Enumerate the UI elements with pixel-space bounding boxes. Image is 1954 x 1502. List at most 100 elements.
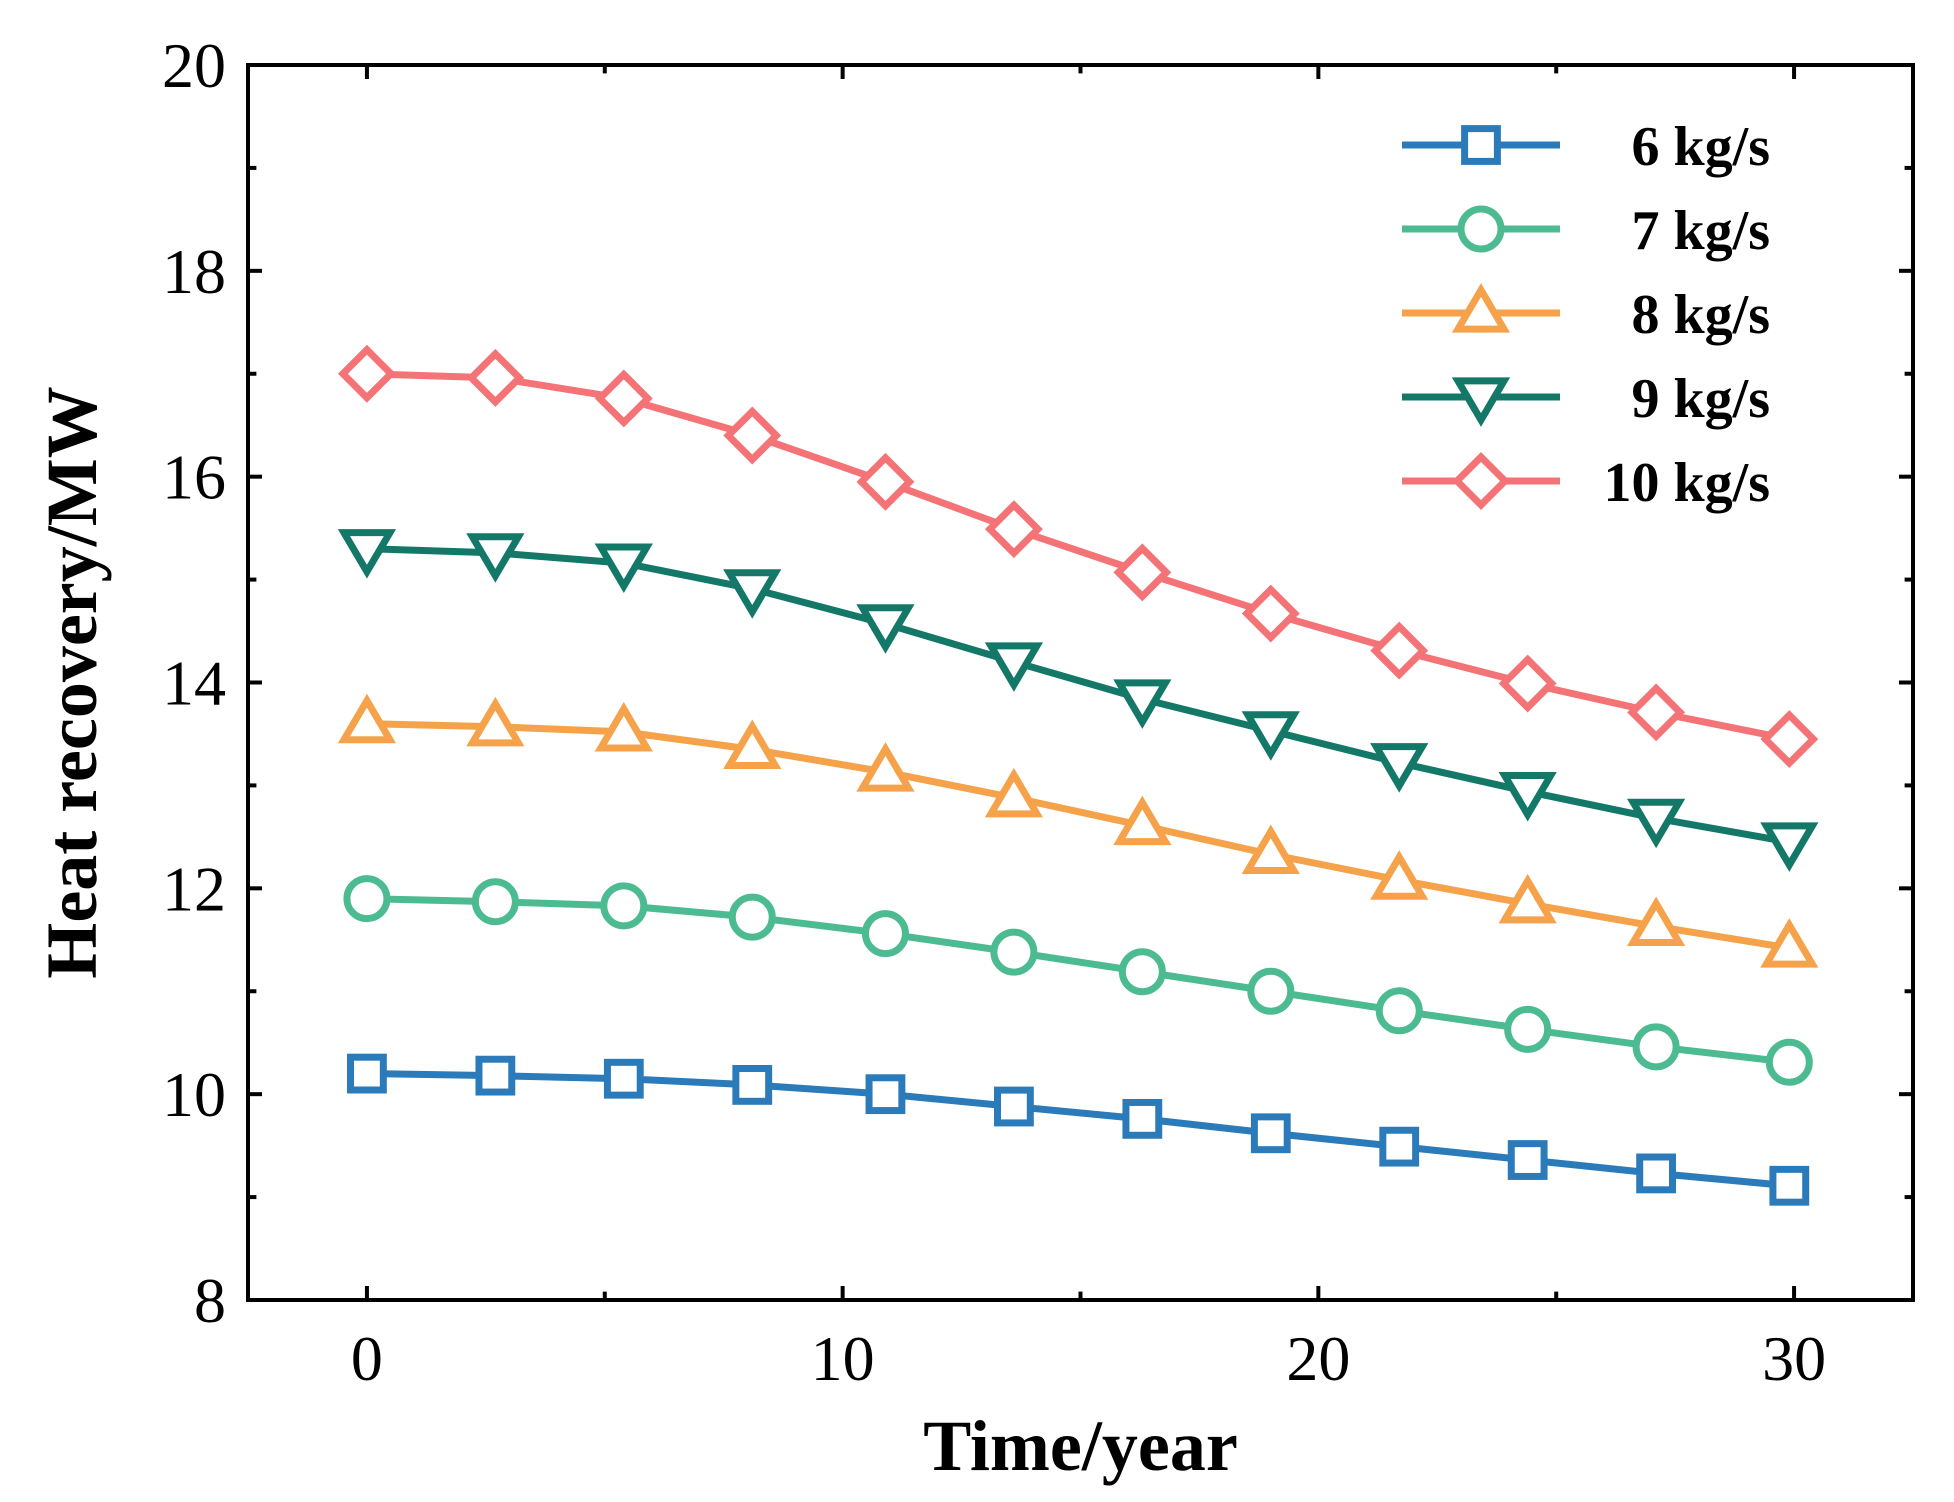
data-point — [1760, 822, 1819, 872]
data-point — [600, 882, 648, 930]
legend-label: 6 kg/s — [1632, 116, 1771, 178]
data-point — [1118, 948, 1166, 996]
data-point — [1379, 1126, 1420, 1167]
legend: 6 kg/s 7 kg/s 8 kg/s 9 kg/s 10 kg/s — [1402, 116, 1770, 514]
y-tick-label: 12 — [162, 853, 226, 924]
data-point — [1241, 711, 1300, 761]
legend-marker — [1457, 205, 1505, 253]
data-point — [990, 928, 1038, 976]
legend-label: 9 kg/s — [1632, 368, 1771, 430]
data-point — [1626, 798, 1686, 849]
series-8-kg-s — [337, 693, 1819, 968]
series-line — [366, 895, 1790, 1066]
legend-marker — [1461, 125, 1501, 165]
series-line — [366, 545, 1790, 846]
data-point — [475, 1055, 516, 1096]
data-point — [1370, 743, 1429, 793]
data-point — [1636, 1153, 1677, 1194]
data-point — [732, 1065, 773, 1105]
data-point — [1769, 1165, 1810, 1206]
data-point — [1504, 1005, 1552, 1053]
data-point — [1241, 584, 1300, 643]
data-point — [856, 604, 915, 654]
data-point — [1250, 1113, 1291, 1154]
legend-marker — [1452, 452, 1510, 510]
series-7-kg-s — [343, 875, 1813, 1086]
data-point — [1113, 795, 1172, 846]
plot-frame — [246, 63, 1915, 1302]
legend-entry: 10 kg/s — [1402, 452, 1770, 514]
data-point — [1375, 987, 1423, 1035]
legend-marker — [1451, 283, 1511, 333]
y-tick-label: 16 — [162, 442, 226, 513]
legend-marker — [1451, 377, 1511, 427]
x-tick-label: 10 — [811, 1323, 875, 1394]
series-10-kg-s — [337, 344, 1819, 769]
data-point — [856, 742, 915, 792]
data-point — [471, 878, 519, 926]
data-point — [865, 1074, 906, 1115]
series-6-kg-s — [347, 1053, 1810, 1206]
data-point — [1241, 824, 1300, 874]
tick-labels: 0 10 20 30 8 10 12 14 16 18 20 — [162, 30, 1826, 1394]
y-tick-label: 10 — [162, 1059, 226, 1130]
data-point — [1760, 710, 1819, 769]
data-point — [723, 719, 782, 769]
data-point — [347, 1053, 387, 1094]
data-point — [466, 533, 525, 583]
data-point — [1247, 967, 1295, 1015]
data-point — [1632, 1023, 1680, 1071]
data-point — [337, 529, 397, 579]
data-point — [466, 348, 525, 407]
data-point — [856, 452, 915, 511]
data-point — [1760, 918, 1819, 968]
data-point — [337, 344, 396, 403]
data-point — [984, 500, 1043, 559]
data-point — [1122, 1098, 1163, 1139]
data-point — [337, 693, 397, 744]
x-tick-label: 30 — [1762, 1323, 1826, 1394]
x-tick-label: 0 — [351, 1323, 383, 1394]
data-point — [1370, 850, 1429, 900]
y-tick-label: 20 — [162, 30, 226, 101]
series-line — [366, 1070, 1790, 1190]
data-point — [1113, 679, 1172, 729]
series-line — [366, 720, 1790, 952]
data-point — [723, 406, 782, 465]
data-point — [1765, 1038, 1813, 1086]
data-point — [1113, 543, 1172, 602]
data-point — [594, 543, 653, 594]
series-layer — [337, 344, 1819, 1206]
data-point — [594, 701, 653, 752]
y-tick-label: 8 — [194, 1265, 226, 1336]
x-axis-title: Time/year — [923, 1406, 1238, 1486]
legend-entry: 6 kg/s — [1402, 116, 1770, 178]
data-point — [1498, 654, 1557, 713]
legend-entry: 8 kg/s — [1402, 283, 1771, 346]
data-point — [723, 569, 782, 619]
data-point — [1370, 621, 1429, 680]
data-point — [1626, 896, 1686, 947]
data-point — [1498, 771, 1557, 822]
y-tick-label: 18 — [162, 236, 226, 307]
data-point — [1498, 873, 1557, 924]
data-point — [603, 1058, 644, 1099]
series-9-kg-s — [337, 529, 1819, 872]
data-point — [466, 696, 525, 747]
data-point — [861, 910, 909, 958]
data-point — [594, 369, 653, 428]
legend-label: 8 kg/s — [1632, 284, 1771, 346]
data-point — [994, 1086, 1034, 1127]
data-point — [1627, 683, 1686, 742]
data-point — [984, 642, 1044, 692]
legend-entry: 7 kg/s — [1402, 200, 1770, 262]
x-tick-label: 20 — [1286, 1323, 1350, 1394]
data-point — [1507, 1140, 1548, 1180]
data-point — [728, 893, 776, 941]
legend-label: 10 kg/s — [1604, 452, 1771, 514]
data-point — [343, 875, 391, 923]
y-axis-title: Heat recovery/MW — [32, 386, 112, 978]
data-point — [984, 767, 1044, 818]
y-tick-label: 14 — [162, 648, 226, 719]
